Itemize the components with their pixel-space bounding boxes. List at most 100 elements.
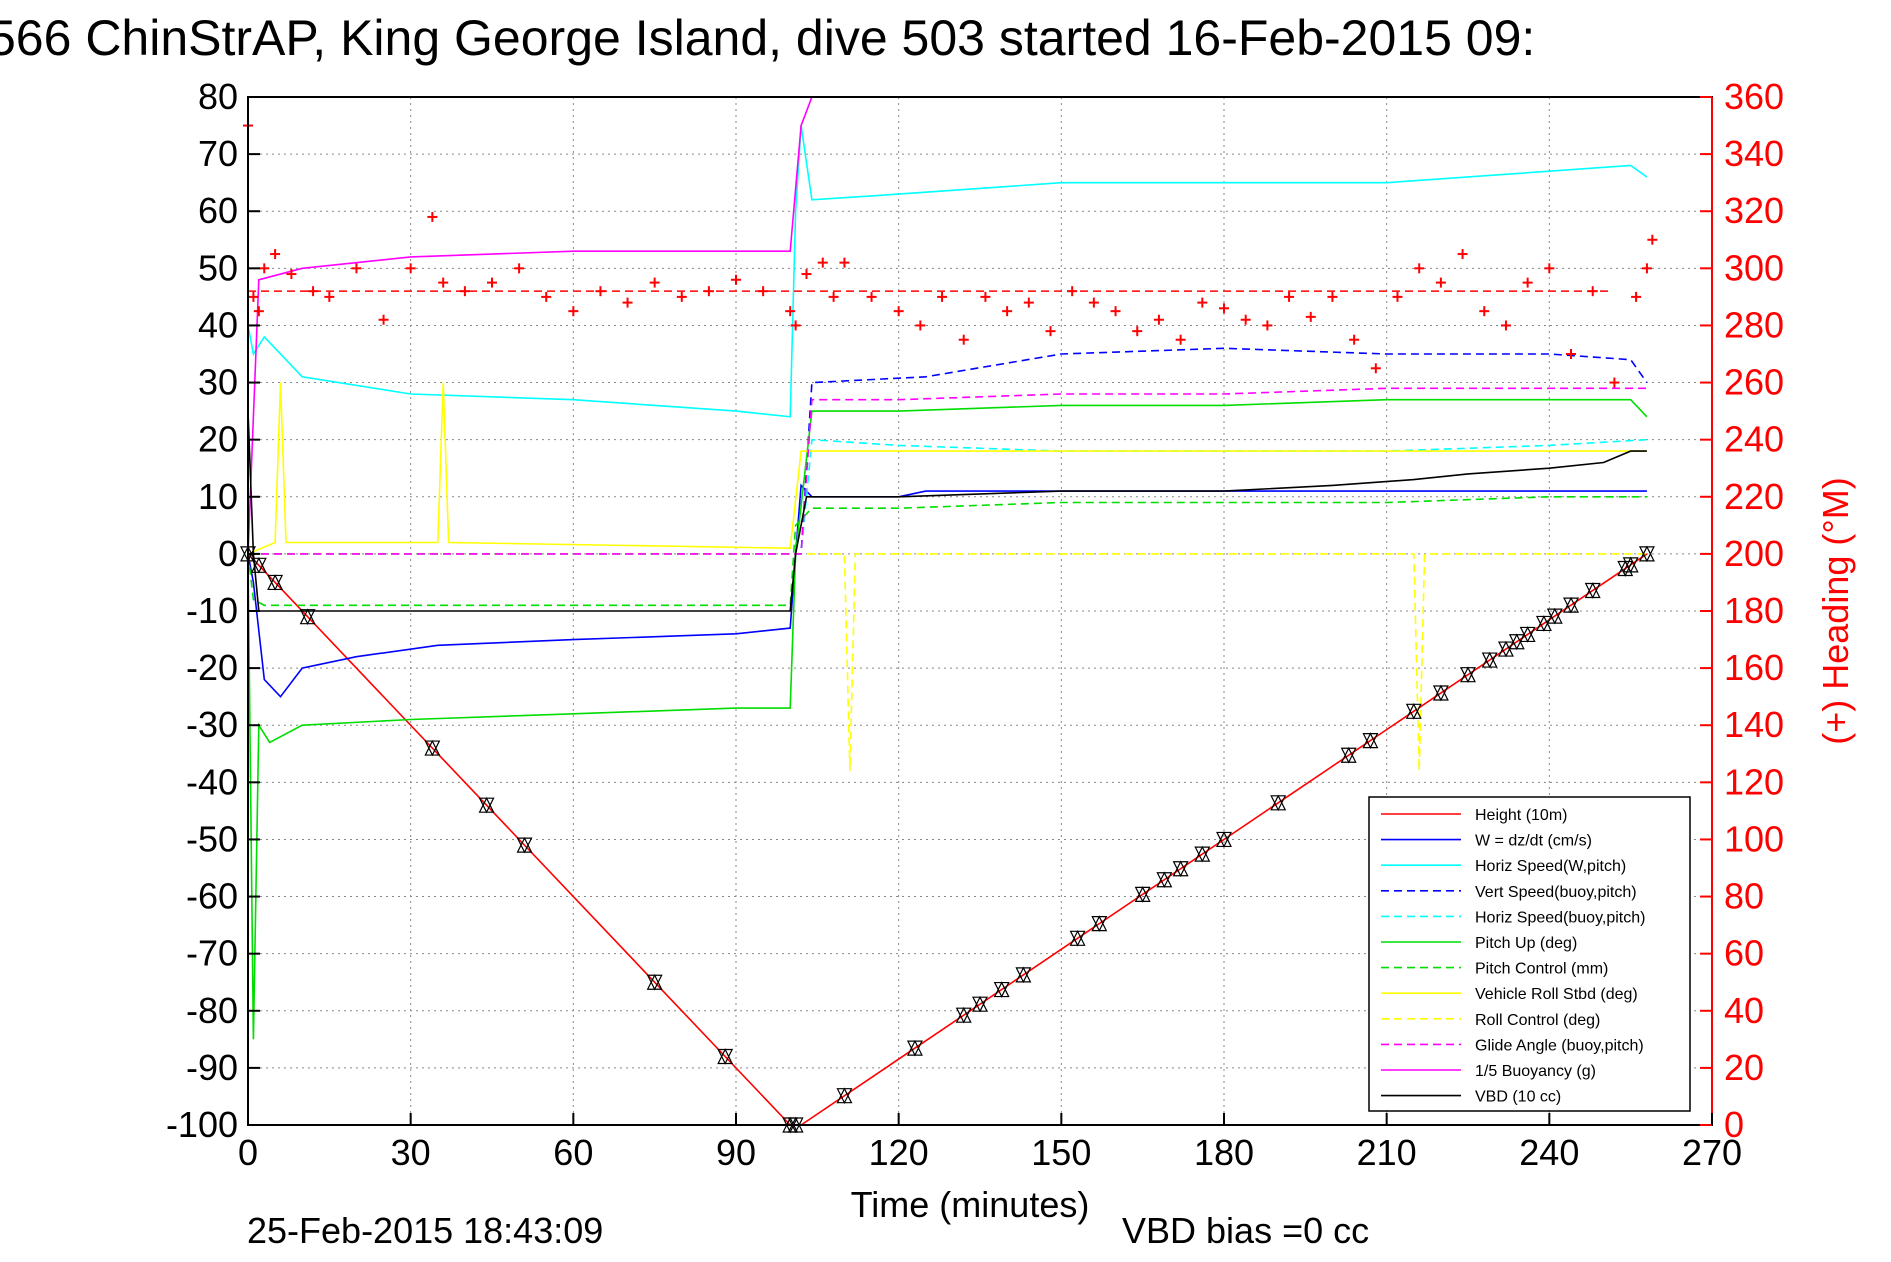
height-marker bbox=[1563, 596, 1579, 614]
heading-point bbox=[980, 291, 991, 302]
series-layer bbox=[247, 96, 1648, 1126]
heading-point bbox=[487, 277, 497, 288]
right-axis-label: (+) Heading (°M) bbox=[1815, 477, 1856, 744]
marker-tri-up bbox=[1216, 831, 1232, 848]
marker-tri-up bbox=[478, 796, 495, 813]
tick-label-x: 60 bbox=[553, 1132, 593, 1173]
heading-point bbox=[259, 263, 270, 274]
marker-tri-up bbox=[1638, 545, 1655, 562]
tick-label-right: 120 bbox=[1724, 761, 1784, 802]
heading-point bbox=[1349, 334, 1360, 345]
tick-label-right: 100 bbox=[1724, 818, 1784, 859]
heading-point bbox=[1045, 326, 1056, 337]
tick-label-right: 160 bbox=[1724, 647, 1784, 688]
left-axis-ticks: 80 70 60 50 40 30 20 10 0 -10 -20 -30 -40 -50 -60 -70 -8… bbox=[166, 76, 260, 1145]
heading-point bbox=[1110, 306, 1121, 317]
heading-point bbox=[308, 286, 319, 297]
chart-title: 566 ChinStrAP, King George Island, dive … bbox=[0, 10, 1535, 66]
marker-tri-up bbox=[1270, 794, 1287, 811]
tick-label-left: -60 bbox=[186, 876, 238, 917]
legend-label-2: Horiz Speed(W,pitch) bbox=[1475, 858, 1626, 875]
height-marker bbox=[424, 739, 441, 757]
heading-point bbox=[1566, 349, 1577, 359]
height-marker bbox=[250, 556, 267, 574]
legend-label-0: Height (10m) bbox=[1475, 807, 1567, 824]
heading-point bbox=[541, 291, 552, 302]
marker-tri-up bbox=[1362, 732, 1379, 749]
marker-tri-up bbox=[972, 995, 988, 1012]
tick-label-right: 300 bbox=[1724, 247, 1784, 288]
marker-tri-up bbox=[646, 973, 663, 990]
height-marker bbox=[1216, 831, 1232, 848]
heading-point bbox=[958, 334, 969, 345]
tick-label-left: -40 bbox=[186, 761, 238, 802]
series-line-11 bbox=[247, 411, 1647, 612]
series-line-6 bbox=[247, 495, 1647, 607]
height-marker bbox=[1362, 732, 1379, 749]
tick-label-right: 140 bbox=[1724, 704, 1784, 745]
heading-point bbox=[427, 211, 438, 222]
marker-tri-up bbox=[1340, 746, 1357, 763]
heading-point bbox=[1327, 291, 1338, 302]
tick-label-left: 50 bbox=[198, 247, 238, 288]
tick-label-right: 80 bbox=[1724, 876, 1764, 917]
heading-point bbox=[1240, 314, 1251, 325]
heading-point bbox=[438, 277, 449, 288]
heading-point bbox=[1414, 263, 1425, 274]
heading-point bbox=[1587, 286, 1598, 297]
height-marker bbox=[299, 608, 316, 626]
height-marker bbox=[836, 1087, 853, 1105]
x-axis-ticks: 0 30 60 90 120 150 180 210 240 270 bbox=[238, 1113, 1742, 1173]
heading-point bbox=[270, 249, 281, 260]
height-marker bbox=[267, 574, 284, 591]
tick-label-right: 0 bbox=[1724, 1104, 1744, 1145]
height-marker bbox=[1091, 915, 1108, 932]
heading-point bbox=[1647, 234, 1658, 245]
height-marker bbox=[717, 1048, 734, 1065]
height-marker bbox=[906, 1039, 923, 1057]
height-marker bbox=[972, 995, 988, 1013]
heading-point bbox=[1219, 303, 1229, 314]
marker-tri-up bbox=[1563, 596, 1579, 613]
marker-tri-up bbox=[1069, 929, 1086, 946]
marker-tri-up bbox=[250, 556, 267, 573]
tick-label-right: 360 bbox=[1724, 76, 1784, 117]
height-marker bbox=[993, 981, 1010, 998]
heading-point bbox=[568, 306, 579, 317]
date-stamp: 25-Feb-2015 18:43:09 bbox=[247, 1210, 603, 1251]
tick-label-x: 240 bbox=[1519, 1132, 1579, 1173]
heading-point bbox=[324, 291, 335, 302]
heading-point bbox=[1023, 297, 1034, 308]
tick-label-right: 200 bbox=[1724, 533, 1784, 574]
marker-tri-up bbox=[1519, 626, 1536, 643]
marker-tri-up bbox=[1172, 860, 1189, 877]
series-line-9 bbox=[248, 387, 1647, 555]
heading-point bbox=[1609, 377, 1620, 388]
heading-point bbox=[622, 297, 633, 308]
tick-label-right: 240 bbox=[1724, 419, 1784, 460]
heading-point bbox=[817, 257, 828, 268]
heading-point bbox=[1132, 326, 1143, 337]
heading-point bbox=[915, 320, 926, 331]
legend-label-6: Pitch Control (mm) bbox=[1475, 961, 1608, 978]
marker-tri-up bbox=[1460, 666, 1476, 683]
heading-point bbox=[790, 320, 801, 331]
heading-point bbox=[839, 257, 850, 268]
tick-label-right: 340 bbox=[1724, 133, 1784, 174]
marker-tri-up bbox=[1015, 966, 1032, 983]
height-marker bbox=[1519, 626, 1536, 643]
heading-point bbox=[801, 269, 812, 280]
tick-label-right: 220 bbox=[1724, 476, 1784, 517]
heading-point bbox=[703, 286, 714, 297]
heading-point bbox=[1175, 334, 1186, 345]
series-line-10 bbox=[247, 96, 813, 554]
legend-label-11: VBD (10 cc) bbox=[1475, 1089, 1561, 1106]
height-marker bbox=[1546, 607, 1563, 625]
marker-tri-up bbox=[1432, 684, 1449, 701]
tick-label-x: 90 bbox=[716, 1132, 756, 1173]
legend-label-5: Pitch Up (deg) bbox=[1475, 935, 1577, 952]
height-marker bbox=[1584, 582, 1601, 599]
tick-label-x: 270 bbox=[1682, 1132, 1742, 1173]
legend: Height (10m) W = dz/dt (cm/s) Horiz Speed(… bbox=[1368, 796, 1691, 1112]
